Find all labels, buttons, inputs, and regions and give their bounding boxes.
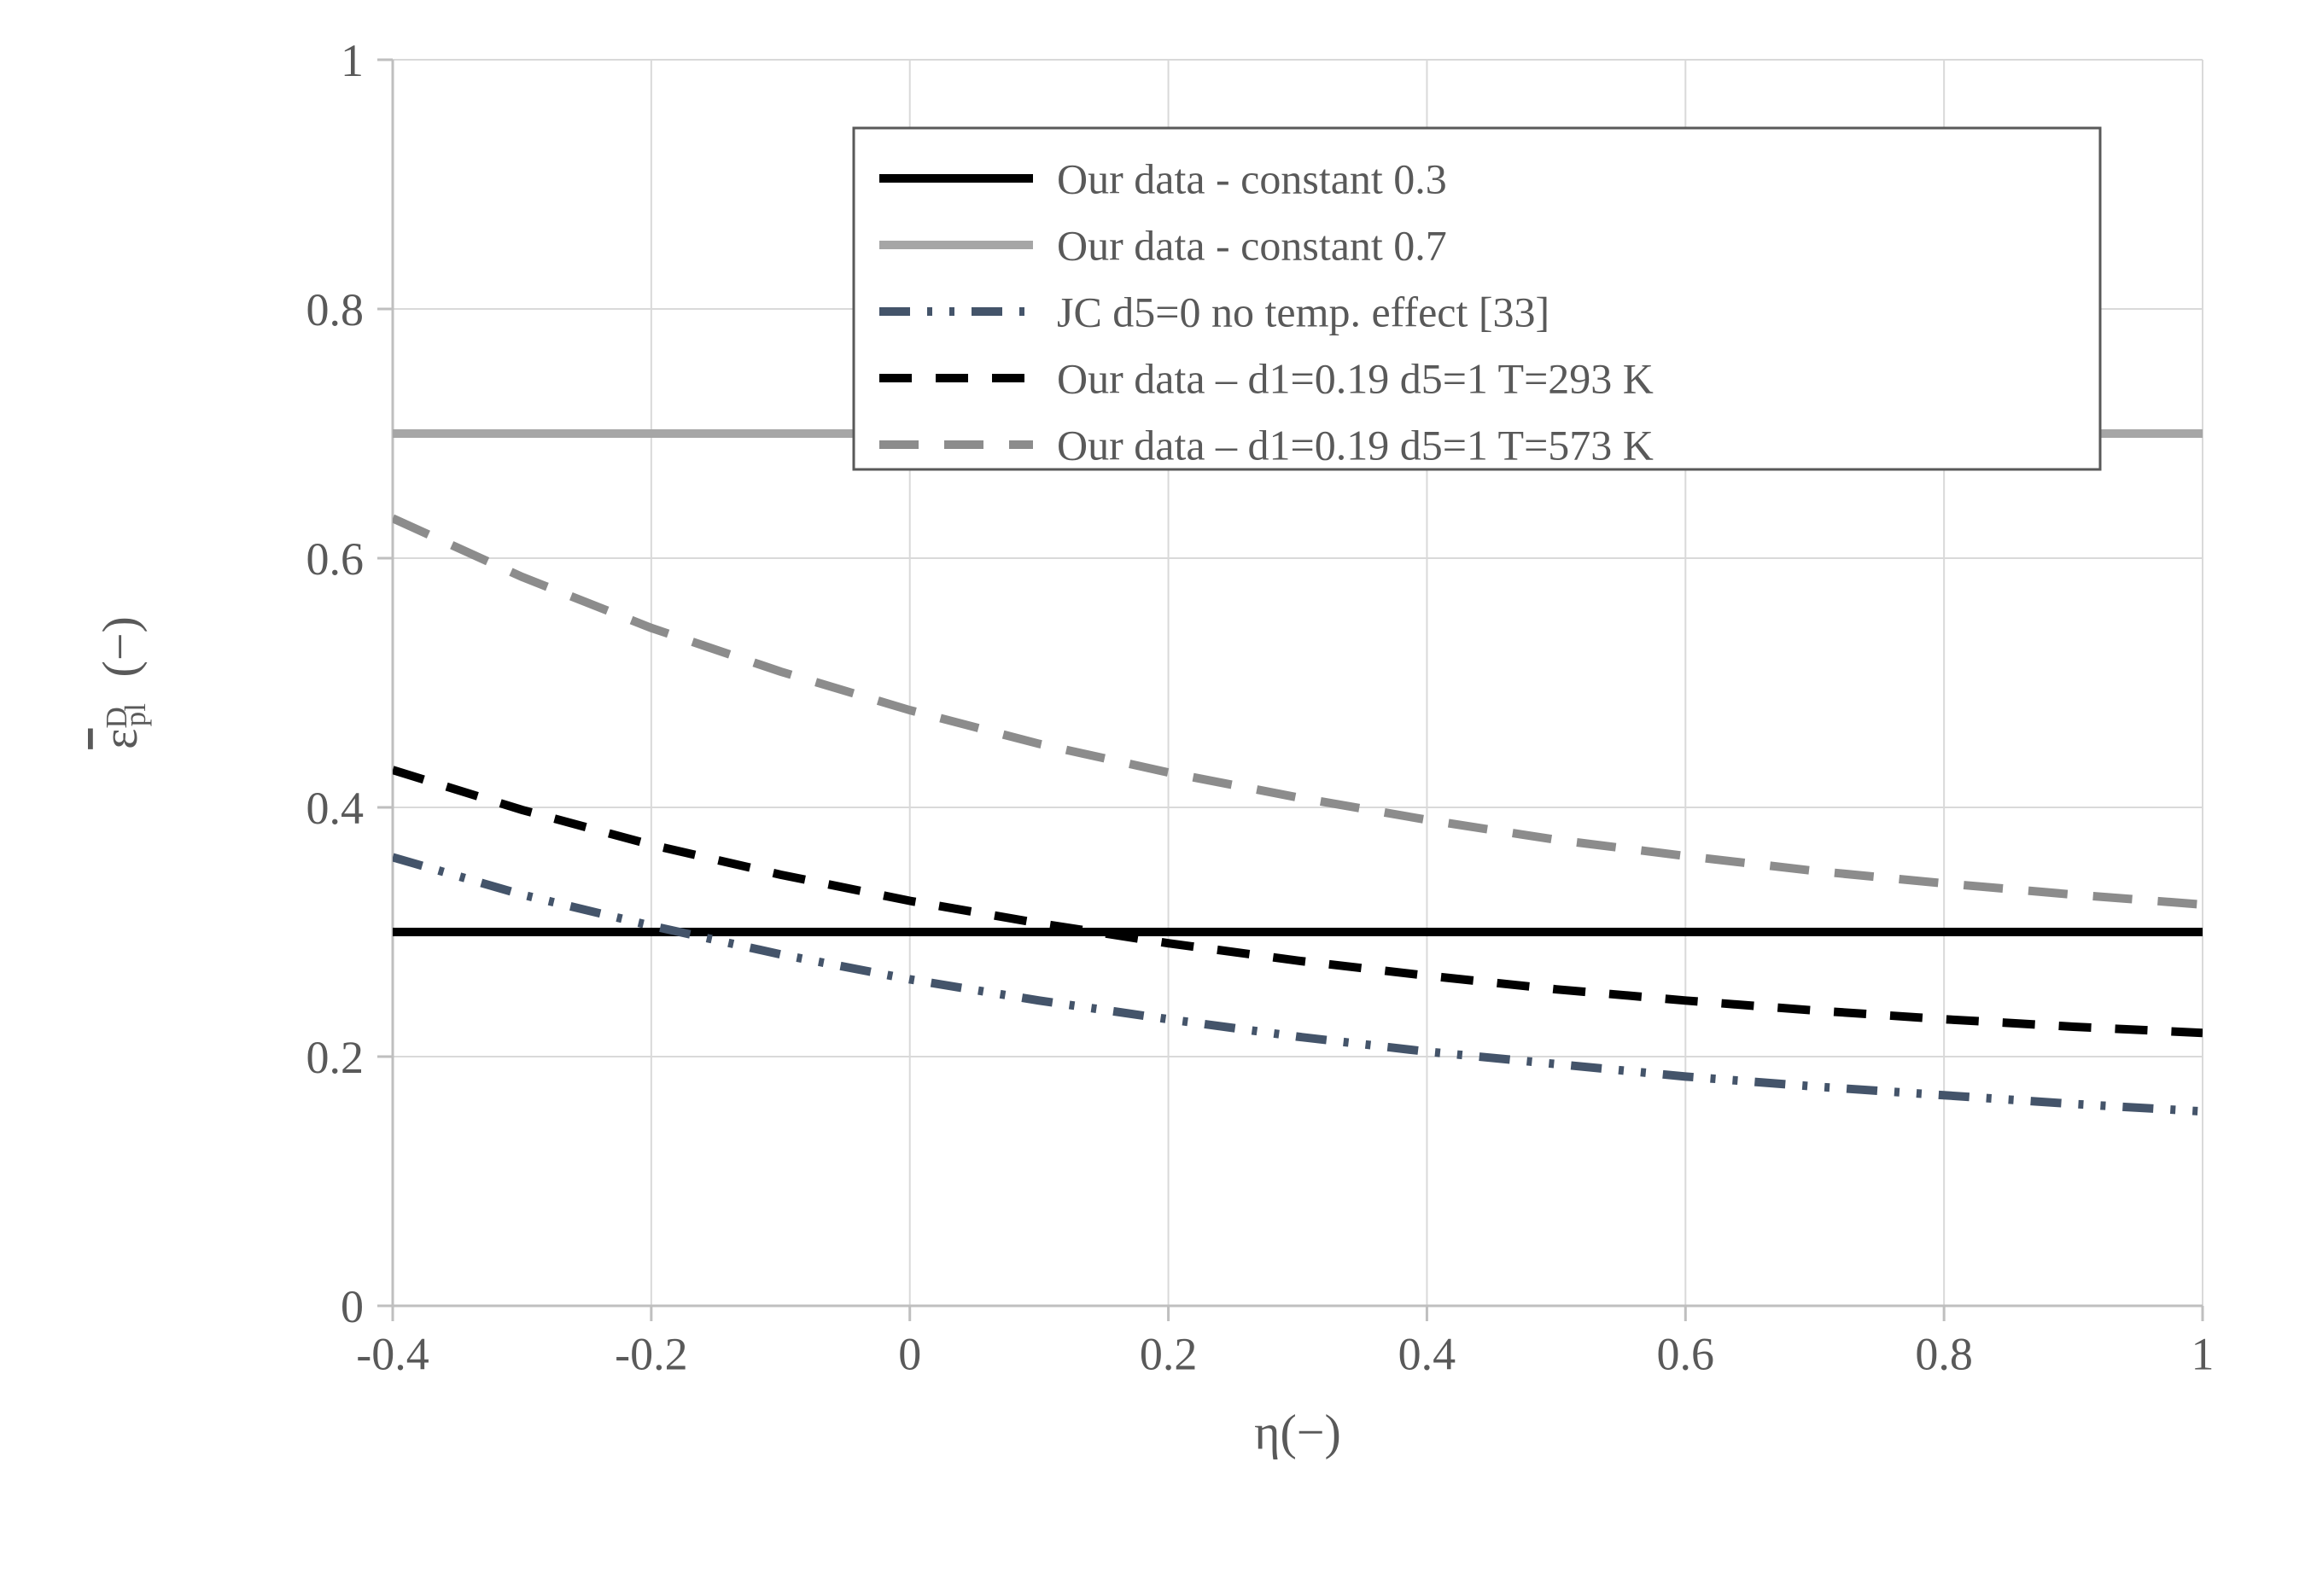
x-tick-label: 0.4 <box>1398 1329 1456 1380</box>
legend-label: Our data - constant 0.7 <box>1057 222 1447 270</box>
y-tick-label: 0.2 <box>306 1032 365 1083</box>
svg-text:εDpl (−): εDpl (−) <box>92 616 152 749</box>
legend-label: JC d5=0 no temp. effect [33] <box>1057 288 1549 336</box>
y-tick-label: 0 <box>341 1281 364 1332</box>
y-tick-label: 0.4 <box>306 783 365 834</box>
legend-label: Our data – d1=0.19 d5=1 T=573 K <box>1057 422 1654 469</box>
strain-triaxiality-chart: -0.4 -0.2 0 0.2 0.4 0.6 0.8 1 0 0.2 0.4 0.6 0.8 1 η(−)… <box>0 0 2311 1596</box>
y-tick-label: 1 <box>341 35 364 86</box>
legend-label: Our data – d1=0.19 d5=1 T=293 K <box>1057 355 1654 403</box>
x-tick-label: -0.2 <box>615 1329 687 1380</box>
x-tick-label: 0.8 <box>1915 1329 1973 1380</box>
x-axis-title: η(−) <box>1254 1405 1341 1460</box>
y-tick-label: 0.6 <box>306 533 365 585</box>
legend-label: Our data - constant 0.3 <box>1057 155 1447 203</box>
chart-svg: -0.4 -0.2 0 0.2 0.4 0.6 0.8 1 0 0.2 0.4 0.6 0.8 1 η(−)… <box>0 0 2311 1596</box>
x-tick-label: 1 <box>2191 1329 2215 1380</box>
y-axis-title: εDpl (−) <box>92 616 152 749</box>
x-tick-label: 0 <box>898 1329 921 1380</box>
x-tick-label: 0.6 <box>1657 1329 1715 1380</box>
x-tick-label: 0.2 <box>1140 1329 1198 1380</box>
y-tick-label: 0.8 <box>306 284 365 335</box>
x-tick-label: -0.4 <box>356 1329 429 1380</box>
legend: Our data - constant 0.3 Our data - consta… <box>854 128 2100 469</box>
